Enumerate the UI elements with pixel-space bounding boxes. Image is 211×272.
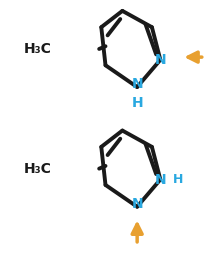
- Text: N: N: [154, 172, 166, 187]
- Text: H₃C: H₃C: [24, 42, 52, 56]
- Text: N: N: [131, 77, 143, 91]
- Text: H: H: [173, 173, 183, 186]
- Text: N: N: [131, 197, 143, 211]
- Text: N: N: [154, 53, 166, 67]
- Text: H₃C: H₃C: [24, 162, 52, 176]
- Text: H: H: [131, 96, 143, 110]
